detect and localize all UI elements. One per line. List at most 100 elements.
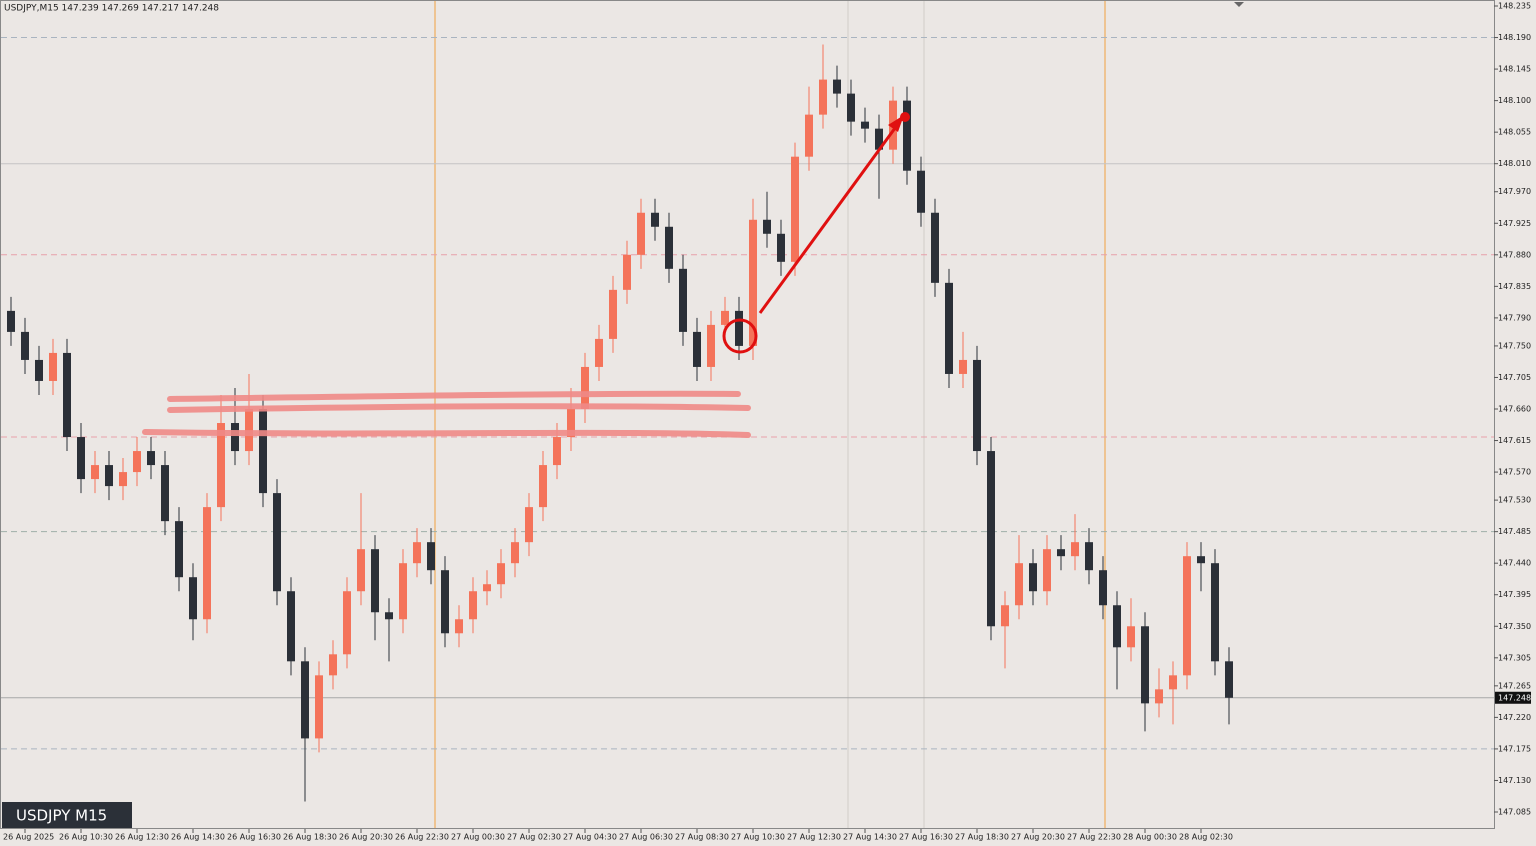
candle-body <box>49 352 57 381</box>
candle-body <box>777 233 785 262</box>
x-tick-label: 27 Aug 04:30 <box>563 833 617 842</box>
candle-body <box>133 451 141 473</box>
candle-body <box>385 612 393 620</box>
x-tick-label: 27 Aug 12:30 <box>787 833 841 842</box>
candle-body <box>189 577 197 620</box>
time-axis-bg <box>0 829 1495 846</box>
arrow-dot <box>900 112 910 122</box>
candle-body <box>91 465 99 480</box>
y-tick-label: 148.010 <box>1498 159 1531 168</box>
candle-body <box>483 584 491 592</box>
y-tick-label: 147.530 <box>1498 496 1531 505</box>
zone-line <box>142 429 751 438</box>
candle-body <box>623 254 631 290</box>
candle-body <box>609 289 617 339</box>
candle-body <box>749 219 757 346</box>
candle-body <box>511 542 519 564</box>
candle-body <box>105 465 113 487</box>
candle-body <box>203 507 211 620</box>
y-tick-label: 147.395 <box>1498 590 1531 599</box>
candle-body <box>231 423 239 452</box>
arrow-line <box>758 123 900 314</box>
candle-body <box>245 409 253 452</box>
last-price-box <box>1495 691 1531 704</box>
x-tick-label: 26 Aug 10:30 <box>59 833 113 842</box>
candle-body <box>147 451 155 466</box>
candle-body <box>455 619 463 634</box>
y-tick-label: 147.485 <box>1498 527 1531 536</box>
candle-body <box>7 310 15 332</box>
candle-body <box>637 212 645 255</box>
y-tick-label: 148.100 <box>1498 96 1531 105</box>
y-tick-label: 147.615 <box>1498 436 1531 445</box>
x-tick-label: 27 Aug 22:30 <box>1067 833 1121 842</box>
x-tick-label: 26 Aug 18:30 <box>283 833 337 842</box>
x-tick-label: 27 Aug 02:30 <box>507 833 561 842</box>
candle-body <box>959 359 967 374</box>
y-tick-label: 148.145 <box>1498 65 1531 74</box>
price-axis-bg <box>1495 0 1536 846</box>
y-tick-label: 147.350 <box>1498 622 1531 631</box>
candle-body <box>581 366 589 409</box>
zone-line <box>167 390 741 402</box>
candle-body <box>1001 605 1009 627</box>
candle-body <box>119 472 127 487</box>
x-tick-label: 27 Aug 08:30 <box>675 833 729 842</box>
y-tick-label: 147.925 <box>1498 219 1531 228</box>
candle-body <box>525 507 533 543</box>
candle-body <box>343 591 351 655</box>
badge-box <box>2 802 132 828</box>
candle-body <box>427 542 435 571</box>
candle-body <box>763 219 771 234</box>
x-tick-label: 26 Aug 16:30 <box>227 833 281 842</box>
header: USDJPY,M15 147.239 147.269 147.217 147.2… <box>4 4 219 14</box>
y-tick-label: 148.055 <box>1498 128 1531 137</box>
candle-body <box>315 675 323 739</box>
candle-body <box>1015 563 1023 606</box>
candle-body <box>847 93 855 122</box>
x-tick-label: 26 Aug 12:30 <box>115 833 169 842</box>
candle-body <box>861 121 869 129</box>
candle-body <box>1127 626 1135 648</box>
x-tick-label: 27 Aug 06:30 <box>619 833 673 842</box>
candle-body <box>217 423 225 508</box>
candle-body <box>371 549 379 613</box>
candle-body <box>875 128 883 150</box>
candle-body <box>1211 563 1219 662</box>
candle-body <box>833 79 841 94</box>
candle-body <box>399 563 407 620</box>
candle-body <box>1169 675 1177 690</box>
candle-body <box>595 338 603 367</box>
candle-body <box>945 282 953 374</box>
candle-body <box>819 79 827 115</box>
candle-body <box>259 409 267 494</box>
y-tick-label: 147.880 <box>1498 250 1531 259</box>
candle-body <box>917 170 925 213</box>
candle-body <box>1043 549 1051 592</box>
candle-body <box>63 352 71 438</box>
candle-body <box>1155 689 1163 704</box>
y-tick-label: 147.835 <box>1498 282 1531 291</box>
candle-body <box>273 493 281 592</box>
x-tick-label: 27 Aug 00:30 <box>451 833 505 842</box>
y-tick-label: 147.970 <box>1498 187 1531 196</box>
candle-body <box>301 661 309 739</box>
x-tick-label: 27 Aug 16:30 <box>899 833 953 842</box>
candle-body <box>651 212 659 227</box>
y-tick-label: 147.570 <box>1498 468 1531 477</box>
candle-body <box>1099 570 1107 606</box>
x-tick-label: 28 Aug 00:30 <box>1123 833 1177 842</box>
y-tick-label: 147.220 <box>1498 713 1531 722</box>
candle-body <box>21 331 29 360</box>
candle-body <box>357 549 365 592</box>
candle-body <box>553 437 561 466</box>
candle-body <box>1057 549 1065 557</box>
x-tick-label: 26 Aug 20:30 <box>339 833 393 842</box>
candle-body <box>1183 556 1191 676</box>
candle-body <box>903 100 911 171</box>
candle-body <box>693 331 701 367</box>
x-tick-label: 26 Aug 22:30 <box>395 833 449 842</box>
x-tick-label: 26 Aug 14:30 <box>171 833 225 842</box>
